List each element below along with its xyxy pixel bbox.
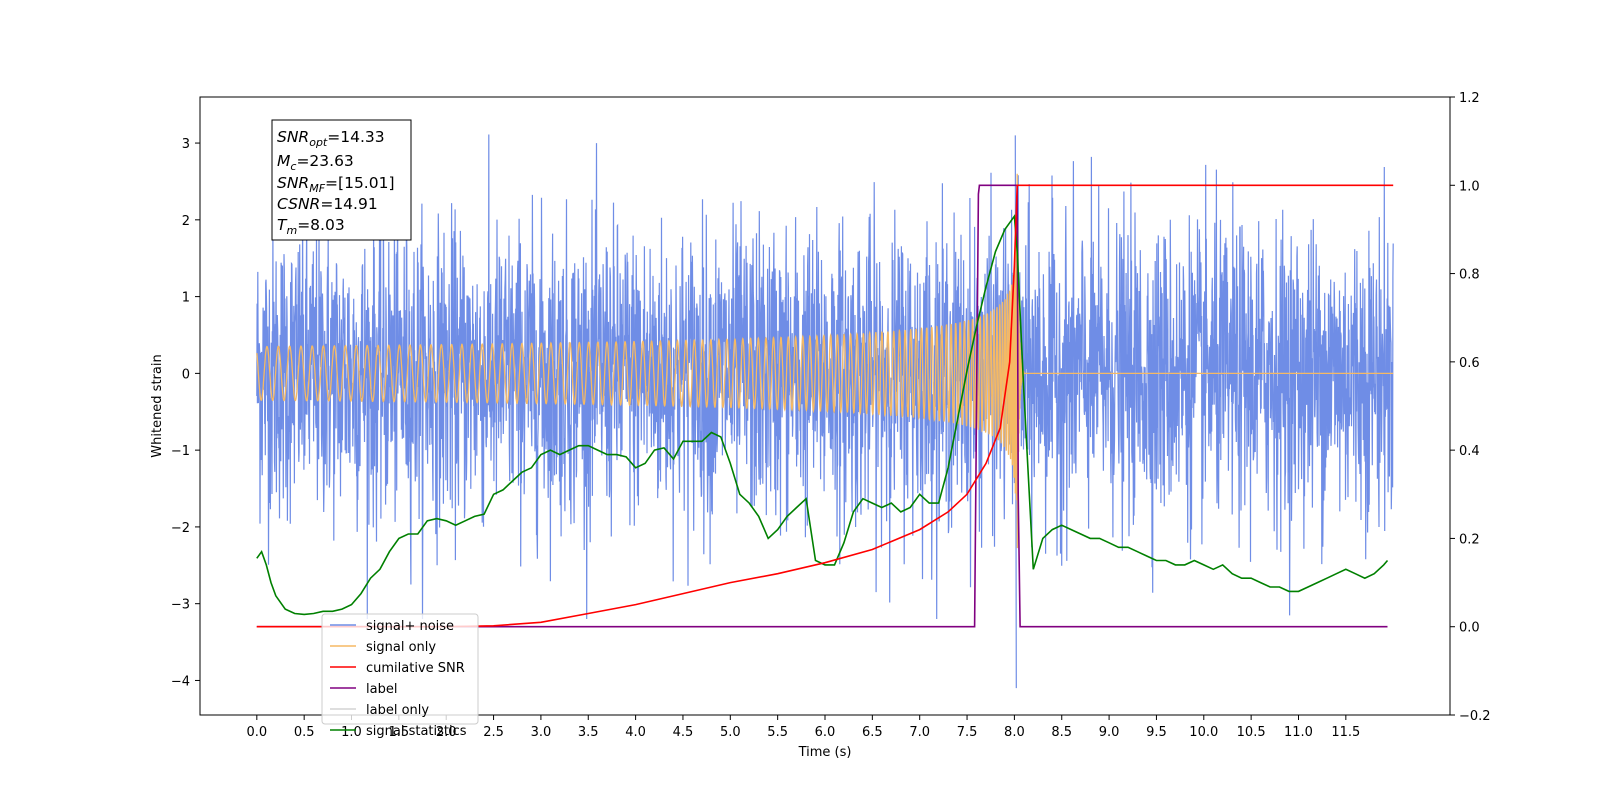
y2-tick-label: 0.8 (1459, 268, 1480, 283)
legend-label: signal+ noise (366, 619, 454, 634)
info-tm-sub: m (286, 224, 297, 237)
x-tick-label: 3.0 (531, 725, 552, 740)
x-tick-label: 10.0 (1189, 725, 1218, 740)
series-signal-only (256, 173, 1394, 549)
x-tick-label: 2.5 (483, 725, 504, 740)
info-csnr: CSNR=14.91 (277, 195, 378, 213)
y-tick-label: 1 (182, 291, 190, 306)
info-tm-value: =8.03 (297, 216, 345, 234)
y2-tick-label: 1.0 (1459, 179, 1480, 194)
series-layer (256, 134, 1394, 689)
info-tm: Tm=8.03 (277, 216, 345, 237)
x-tick-label: 7.5 (957, 725, 978, 740)
legend-label: signal statistics (366, 724, 467, 739)
x-tick-label: 8.0 (1004, 725, 1025, 740)
info-box: SNRopt=14.33 Mc=23.63 SNRMF=[15.01] CSNR… (271, 119, 412, 241)
x-tick-label: 8.5 (1051, 725, 1072, 740)
info-snr-mf-name: SNR (277, 174, 309, 192)
info-snr-mf: SNRMF=[15.01] (277, 174, 395, 195)
series-cumulative-snr (256, 184, 1394, 628)
x-tick-label: 2.0 (436, 725, 457, 740)
legend-label: signal only (366, 640, 436, 655)
x-tick-label: 4.5 (673, 725, 694, 740)
y2-tick-label: 0.6 (1459, 356, 1480, 371)
info-mc-sub: c (290, 160, 296, 173)
y-tick-label: 3 (182, 137, 190, 152)
y2-tick-label: −0.2 (1459, 709, 1491, 724)
legend-label: cumilative SNR (366, 661, 465, 676)
x-tick-label: 0.0 (246, 725, 267, 740)
x-tick-label: 10.5 (1237, 725, 1266, 740)
info-tm-name: T (277, 216, 288, 234)
x-tick-label: 6.0 (815, 725, 836, 740)
y-tick-label: −1 (171, 444, 190, 459)
y2-tick-label: 1.2 (1459, 91, 1480, 106)
x-tick-label: 9.5 (1146, 725, 1167, 740)
x-tick-label: 3.5 (578, 725, 599, 740)
y-tick-label: 2 (182, 214, 190, 229)
info-mc-value: =23.63 (296, 152, 353, 170)
x-axis-label: Time (s) (798, 745, 852, 760)
y2-tick-label: 0.2 (1459, 532, 1480, 547)
info-snr-mf-value: =[15.01] (325, 174, 394, 192)
x-tick-label: 1.5 (389, 725, 410, 740)
info-snr-opt: SNRopt=14.33 (277, 128, 385, 149)
x-tick-label: 5.0 (720, 725, 741, 740)
x-tick-label: 11.0 (1284, 725, 1313, 740)
y-axis-right: 1.2 1.0 0.8 0.6 0.4 0.2 0.0 −0.2 (1450, 91, 1491, 724)
legend-label: label only (366, 703, 429, 718)
y2-tick-label: 0.0 (1459, 621, 1480, 636)
info-csnr-value: =14.91 (320, 195, 377, 213)
x-tick-label: 6.5 (862, 725, 883, 740)
x-tick-label: 0.5 (294, 725, 315, 740)
info-mc-name: M (277, 152, 290, 170)
y-tick-label: −2 (171, 521, 190, 536)
x-tick-label: 4.0 (625, 725, 646, 740)
info-snr-mf-sub: MF (309, 182, 325, 195)
y-axis-label: Whitened strain (150, 354, 165, 457)
y-axis-left: 3 2 1 0 −1 −2 −3 −4 (171, 137, 200, 689)
info-snr-opt-name: SNR (277, 128, 309, 146)
info-box-frame (271, 119, 412, 241)
x-tick-label: 5.5 (767, 725, 788, 740)
legend-items: signal+ noise signal only cumilative SNR la… (330, 619, 467, 739)
y2-tick-label: 0.4 (1459, 444, 1480, 459)
info-mc: Mc=23.63 (277, 152, 354, 173)
y-tick-label: 0 (182, 367, 190, 382)
series-label (256, 184, 1388, 628)
x-tick-label: 11.5 (1331, 725, 1360, 740)
plot-area (199, 96, 1451, 716)
legend-frame (321, 613, 479, 725)
y-tick-label: −3 (171, 598, 190, 613)
info-snr-opt-value: =14.33 (327, 128, 384, 146)
legend: signal+ noise signal only cumilative SNR la… (321, 613, 479, 739)
series-signal-noise (256, 134, 1394, 689)
y-tick-label: −4 (171, 674, 190, 689)
x-tick-label: 7.0 (909, 725, 930, 740)
info-snr-opt-sub: opt (309, 136, 328, 149)
x-axis: 0.0 0.5 1.0 1.5 2.0 2.5 3.0 3.5 4.0 4.5 5.0 5.5 6.0 6… (246, 715, 1360, 740)
legend-label: label (366, 682, 397, 697)
x-tick-label: 9.0 (1099, 725, 1120, 740)
x-tick-label: 1.0 (341, 725, 362, 740)
series-signal-statistics (256, 213, 1389, 616)
info-csnr-name: CSNR (277, 195, 320, 213)
